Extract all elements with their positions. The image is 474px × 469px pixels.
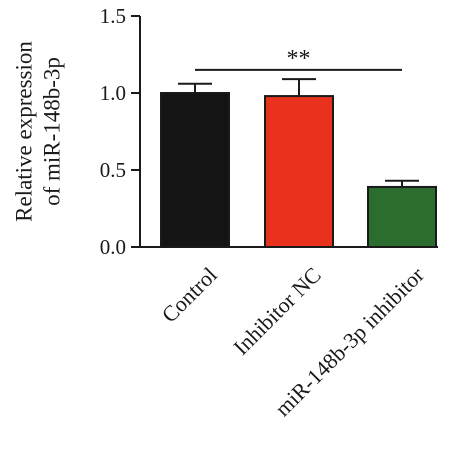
bar — [160, 92, 230, 248]
y-axis-title-line-2: of miR-148b-3p — [39, 57, 64, 206]
category-label: Inhibitor NC — [228, 262, 326, 360]
y-tick-label: 1.5 — [100, 4, 126, 28]
bar — [367, 185, 437, 249]
significance-annotation: ** — [195, 46, 402, 72]
category-label: Control — [157, 262, 222, 327]
y-axis-title-line-1: Relative expression — [11, 41, 36, 222]
significance-label: ** — [287, 46, 311, 72]
y-axis-title: Relative expression of miR-148b-3p — [11, 41, 64, 222]
bars — [160, 78, 437, 249]
y-tick-label: 0.5 — [100, 158, 126, 182]
y-ticks: 0.0 0.5 1.0 1.5 — [100, 4, 140, 259]
bar — [264, 95, 334, 248]
y-tick-label: 0.0 — [100, 235, 126, 259]
y-tick-label: 1.0 — [100, 81, 126, 105]
